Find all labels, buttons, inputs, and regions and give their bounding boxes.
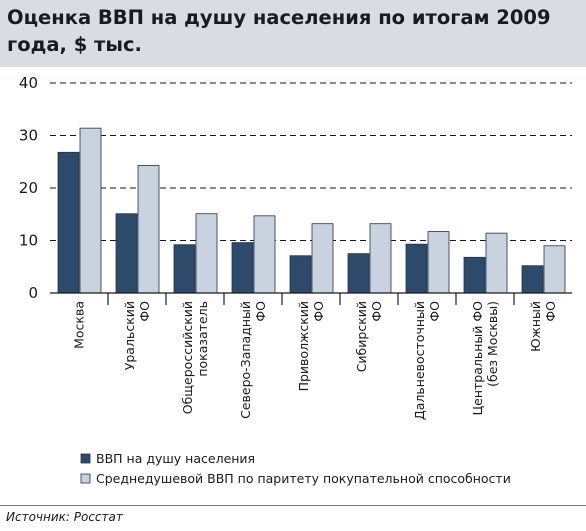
x-category-label-line: Москва: [72, 301, 87, 349]
x-category-label: Северо-ЗападныйФО: [238, 301, 268, 419]
x-category-label-line: ФО: [369, 301, 384, 322]
bars: [57, 127, 566, 294]
x-category-label: СибирскийФО: [354, 301, 384, 372]
bar-series-1: [289, 255, 312, 294]
legend-label-series-1: ВВП на душу населения: [96, 451, 255, 466]
x-axis: Москва УральскийФО Общероссийскийпоказател…: [50, 292, 572, 420]
source-note: Источник: Росстат: [6, 510, 123, 524]
x-category-label-line: Приволжский: [296, 301, 311, 391]
legend: ВВП на душу населения Среднедушевой ВВП п…: [80, 451, 511, 486]
y-tick-label: 0: [28, 284, 38, 302]
bar-series-1: [463, 256, 486, 294]
source-divider: [0, 505, 586, 506]
x-category-label-line: Общероссийский: [180, 301, 195, 414]
x-category-label: ПриволжскийФО: [296, 301, 326, 392]
x-category-label-line: (без Москвы): [485, 301, 500, 387]
bar-series-2: [195, 213, 218, 294]
x-category-label-line: ФО: [253, 301, 268, 322]
x-category-label: ЮжныйФО: [528, 301, 558, 352]
bar-series-1: [57, 151, 80, 294]
y-tick-label: 10: [19, 232, 38, 250]
legend-label-series-2: Среднедушевой ВВП по паритету покупатель…: [96, 471, 511, 486]
legend-swatch-series-1: [80, 453, 91, 464]
x-category-label-line: ФО: [427, 301, 442, 322]
bar-series-2: [485, 232, 508, 294]
bar-series-1: [347, 253, 370, 294]
title-band: [0, 0, 586, 67]
x-category-label-line: Южный: [528, 301, 543, 352]
bar-series-2: [311, 223, 334, 294]
y-tick-label: 30: [19, 127, 38, 145]
bar-series-1: [521, 265, 544, 294]
bar-series-1: [173, 244, 196, 294]
x-category-label: Центральный ФО(без Москвы): [470, 301, 500, 416]
x-category-label-line: ФО: [543, 301, 558, 322]
bar-series-1: [115, 213, 138, 294]
x-category-label-line: ФО: [137, 301, 152, 322]
x-category-label-line: Центральный ФО: [470, 301, 485, 416]
x-category-label-line: Дальневосточный: [412, 301, 427, 420]
x-category-label-line: Северо-Западный: [238, 301, 253, 419]
x-category-label: ДальневосточныйФО: [412, 301, 442, 420]
bar-series-2: [137, 165, 160, 294]
bar-series-2: [79, 127, 102, 294]
bar-series-2: [543, 245, 566, 294]
x-category-label-line: показатель: [195, 301, 210, 377]
chart-title: Оценка ВВП на душу населения по итогам 2…: [7, 6, 551, 56]
x-category-label: Москва: [72, 301, 87, 349]
legend-swatch-series-2: [80, 473, 91, 484]
y-tick-label: 40: [19, 74, 38, 92]
bar-series-2: [369, 223, 392, 294]
x-category-label-line: ФО: [311, 301, 326, 322]
bar-series-1: [405, 243, 428, 294]
x-category-label: УральскийФО: [122, 301, 152, 370]
y-tick-label: 20: [19, 179, 38, 197]
y-axis: 0 10 20 30 40: [19, 74, 38, 302]
x-category-label-line: Уральский: [122, 301, 137, 370]
bar-series-2: [253, 215, 276, 294]
gridlines: [50, 82, 572, 241]
x-category-label: Общероссийскийпоказатель: [180, 301, 210, 414]
bar-series-1: [231, 242, 254, 294]
bar-series-2: [427, 231, 450, 294]
x-category-label-line: Сибирский: [354, 301, 369, 372]
